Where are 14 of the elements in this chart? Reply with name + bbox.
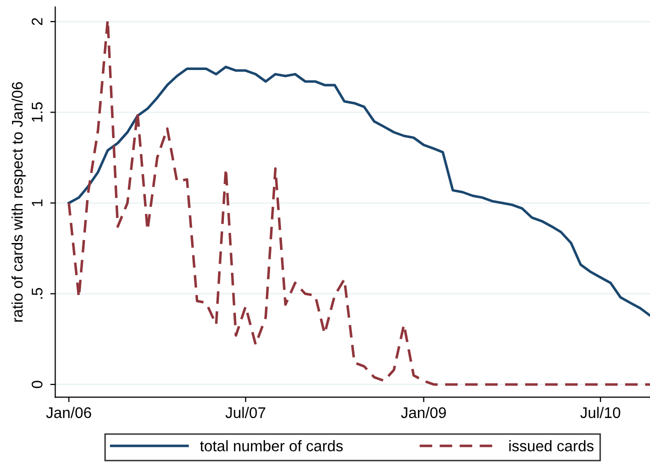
y-tick-label: 1.5: [32, 102, 43, 122]
y-tick-label: 0: [32, 380, 43, 388]
legend-label: issued cards: [509, 440, 594, 452]
line-series: [68, 18, 650, 386]
y-tick-label: .5: [32, 288, 43, 299]
x-tick-label: Jul/07: [225, 406, 266, 418]
x-tick-label: Jul/10: [580, 406, 620, 418]
x-tick-label: Jan/09: [400, 406, 446, 418]
y-tick-label: 2: [32, 18, 42, 26]
x-tick-label: Jan/06: [46, 406, 92, 418]
y-tick-label: 1: [32, 200, 42, 206]
y-axis-title: ratio of cards with respect to Jan/06: [11, 82, 26, 322]
legend-label: total number of cards: [200, 440, 343, 452]
line-series: [68, 66, 650, 317]
